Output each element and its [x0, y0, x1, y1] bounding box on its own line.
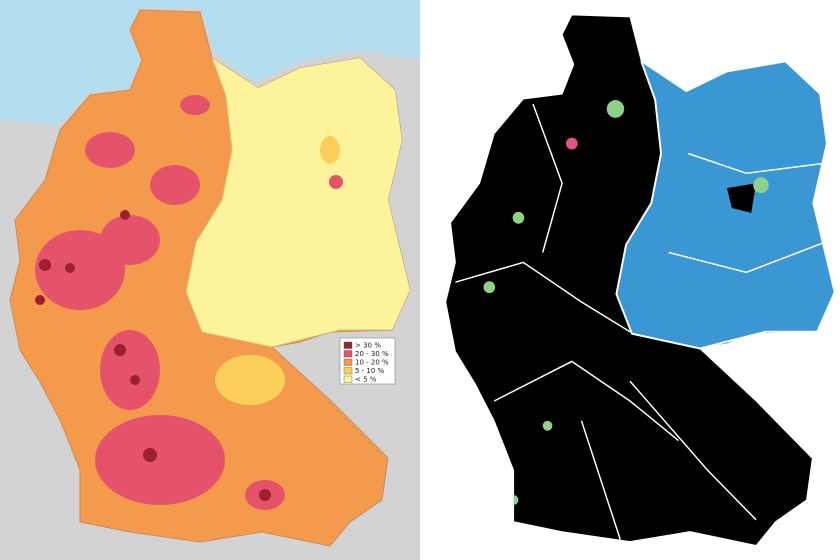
very-high-regions [35, 210, 271, 501]
left-map: > 30 %20 - 30 %10 - 20 %5 - 10 %< 5 % [0, 0, 420, 560]
mid-regions [215, 136, 340, 405]
legend-swatch [343, 367, 353, 375]
legend-swatch [343, 375, 353, 383]
legend-swatch [343, 358, 353, 366]
legend-label: 5 - 10 % [355, 367, 385, 375]
sea [0, 0, 420, 125]
borders [455, 103, 825, 540]
legend: > 30 %20 - 30 %10 - 20 %5 - 10 %< 5 % [343, 341, 389, 384]
legend-label: > 30 % [355, 342, 381, 350]
legend-swatch [343, 350, 353, 358]
legend-label: < 5 % [355, 376, 377, 384]
legend-label: 20 - 30 % [355, 350, 389, 358]
berlin-area [727, 183, 757, 213]
right-map [422, 0, 840, 560]
berlin [329, 175, 343, 189]
legend-swatch [343, 341, 353, 349]
legend-label: 10 - 20 % [355, 359, 389, 367]
pink-region [565, 137, 578, 150]
